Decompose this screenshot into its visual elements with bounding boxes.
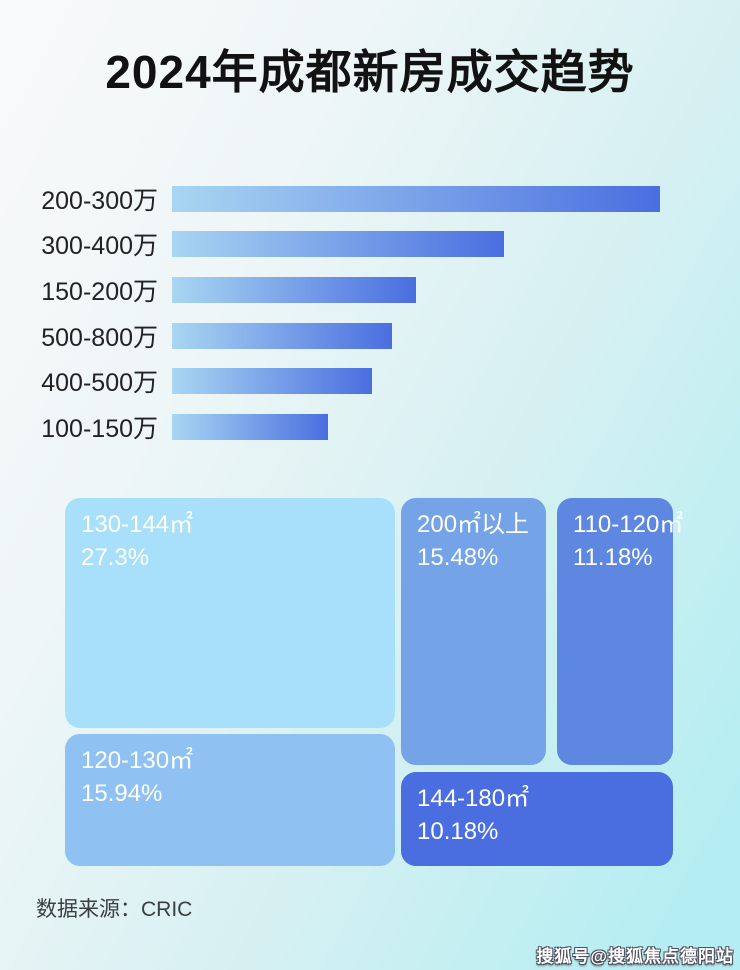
tile-value: 15.94% (81, 780, 163, 807)
bar (172, 231, 504, 258)
bar (172, 185, 660, 212)
tile-label: 110-120㎡ (573, 511, 684, 538)
treemap-tile: 120-130㎡ 15.94% (65, 734, 395, 866)
area-share-treemap: 130-144㎡ 27.3% 120-130㎡ 15.94% 200㎡以上 15… (65, 498, 684, 866)
bar-row: 150-200万 (0, 267, 740, 313)
bar-row: 400-500万 (0, 358, 740, 404)
bar-row: 200-300万 (0, 176, 740, 222)
treemap-tile: 130-144㎡ 27.3% (65, 498, 395, 728)
bar-category-label: 400-500万 (41, 369, 158, 398)
tile-value: 10.18% (417, 818, 499, 845)
bar-track (172, 185, 660, 212)
bar-category-label: 300-400万 (41, 232, 158, 261)
bar (172, 276, 416, 303)
price-range-bar-chart: 200-300万 300-400万 150-200万 500-800万 400-… (0, 176, 740, 450)
bar-row: 100-150万 (0, 404, 740, 450)
tile-value: 15.48% (417, 544, 499, 571)
bar-track (172, 413, 660, 440)
data-source-label: 数据来源：CRIC (36, 898, 193, 921)
bar (172, 413, 329, 440)
bar (172, 368, 373, 395)
bar (172, 322, 392, 349)
bar-row: 300-400万 (0, 222, 740, 268)
bar-track (172, 368, 660, 395)
bar-track (172, 231, 660, 258)
bar-row: 500-800万 (0, 313, 740, 359)
treemap-tile: 200㎡以上 15.48% (401, 498, 546, 765)
bar-track (172, 322, 660, 349)
bar-category-label: 100-150万 (41, 414, 158, 443)
tile-label: 200㎡以上 (417, 511, 530, 538)
watermark: 搜狐号@搜狐焦点德阳站 (536, 947, 734, 966)
tile-value: 11.18% (573, 544, 653, 571)
bar-category-label: 500-800万 (41, 323, 158, 352)
bar-category-label: 200-300万 (41, 186, 158, 215)
treemap-tile: 144-180㎡ 10.18% (401, 772, 673, 866)
tile-label: 144-180㎡ (417, 785, 530, 812)
page-title: 2024年成都新房成交趋势 (105, 46, 635, 98)
bar-category-label: 150-200万 (41, 277, 158, 306)
treemap-tile: 110-120㎡ 11.18% (557, 498, 684, 765)
tile-label: 130-144㎡ (81, 511, 194, 538)
tile-label: 120-130㎡ (81, 747, 194, 774)
bar-track (172, 276, 660, 303)
tile-value: 27.3% (81, 544, 150, 571)
